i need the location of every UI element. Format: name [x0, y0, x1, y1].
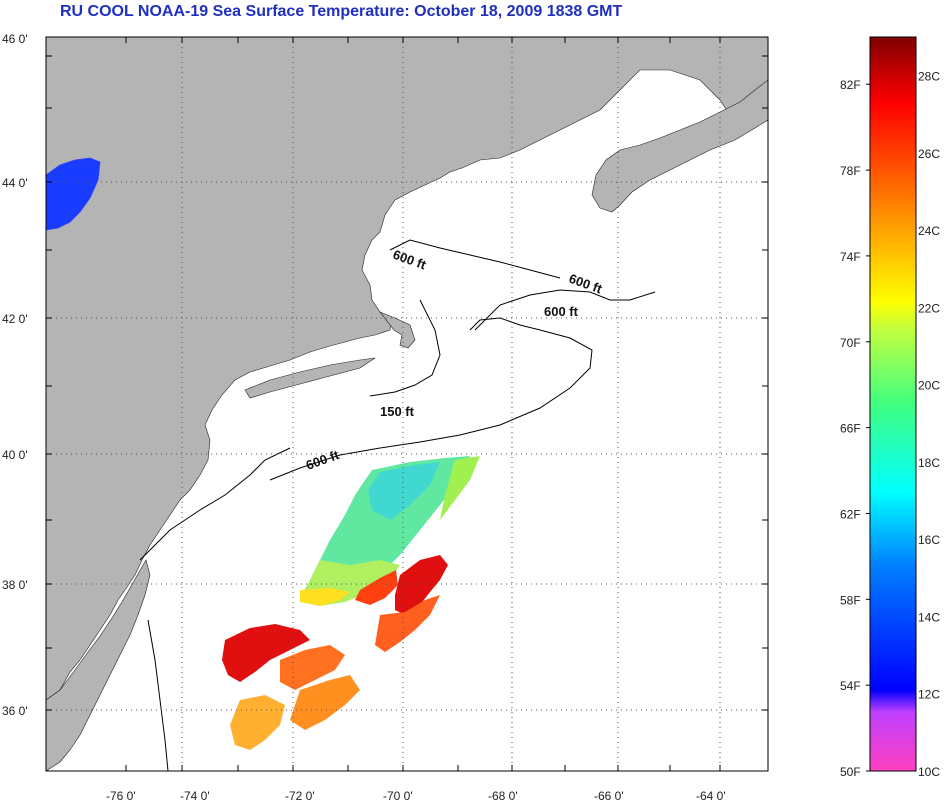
lon-label: -68 0'	[488, 789, 518, 803]
lake-sst-patch	[46, 157, 101, 231]
colorbar-label-c: 16C	[918, 533, 940, 547]
colorbar-label-c: 28C	[918, 70, 940, 84]
colorbar-label-f: 54F	[840, 679, 861, 693]
colorbar-label-c: 20C	[918, 379, 940, 393]
lat-label: 42 0'	[2, 312, 28, 326]
lon-label: -76 0'	[106, 789, 136, 803]
land-nova-scotia	[591, 79, 768, 213]
lon-label: -64 0'	[696, 789, 726, 803]
colorbar-label-c: 18C	[918, 456, 940, 470]
colorbar-label-c: 26C	[918, 147, 940, 161]
colorbar-label-f: 58F	[840, 593, 861, 607]
colorbar-label-f: 70F	[840, 336, 861, 350]
map-title: RU COOL NOAA-19 Sea Surface Temperature:…	[60, 3, 623, 20]
colorbar-celsius-labels: 28C 26C 24C 22C 20C 18C 16C 14C 12C 10C	[918, 70, 940, 779]
map-ticks	[46, 37, 768, 771]
land-delmarva	[46, 559, 151, 771]
map-frame	[45, 36, 769, 772]
land-cape-cod	[379, 311, 416, 349]
lon-label: -66 0'	[594, 789, 624, 803]
colorbar-label-f: 62F	[840, 508, 861, 522]
lat-label: 46 0'	[2, 32, 28, 46]
lon-label: -70 0'	[383, 789, 413, 803]
sst-swath	[222, 456, 480, 750]
lat-label: 36 0'	[2, 704, 28, 718]
lon-label: -72 0'	[285, 789, 315, 803]
contour-label-600-georges: 600 ft	[544, 304, 579, 319]
colorbar-label-f: 66F	[840, 422, 861, 436]
colorbar-label-f: 82F	[840, 78, 861, 92]
lat-label: 38 0'	[2, 578, 28, 592]
colorbar-label-c: 14C	[918, 611, 940, 625]
colorbar-label-c: 24C	[918, 224, 940, 238]
colorbar-label-f: 78F	[840, 164, 861, 178]
colorbar-fahrenheit-labels: 82F 78F 74F 70F 66F 62F 58F 54F 50F	[840, 78, 870, 779]
land-long-island	[244, 357, 376, 399]
colorbar-label-c: 12C	[918, 688, 940, 702]
land-mainland	[46, 37, 768, 701]
colorbar-label-f: 50F	[840, 765, 861, 779]
colorbar-label-f: 74F	[840, 250, 861, 264]
colorbar-label-c: 10C	[918, 765, 940, 779]
lon-label: -74 0'	[180, 789, 210, 803]
map-grid	[46, 37, 768, 771]
contour-label-150: 150 ft	[380, 404, 415, 419]
lat-label: 40 0'	[2, 448, 28, 462]
colorbar	[869, 36, 917, 772]
lat-label: 44 0'	[2, 176, 28, 190]
colorbar-label-c: 22C	[918, 301, 940, 315]
depth-contours	[139, 239, 656, 771]
